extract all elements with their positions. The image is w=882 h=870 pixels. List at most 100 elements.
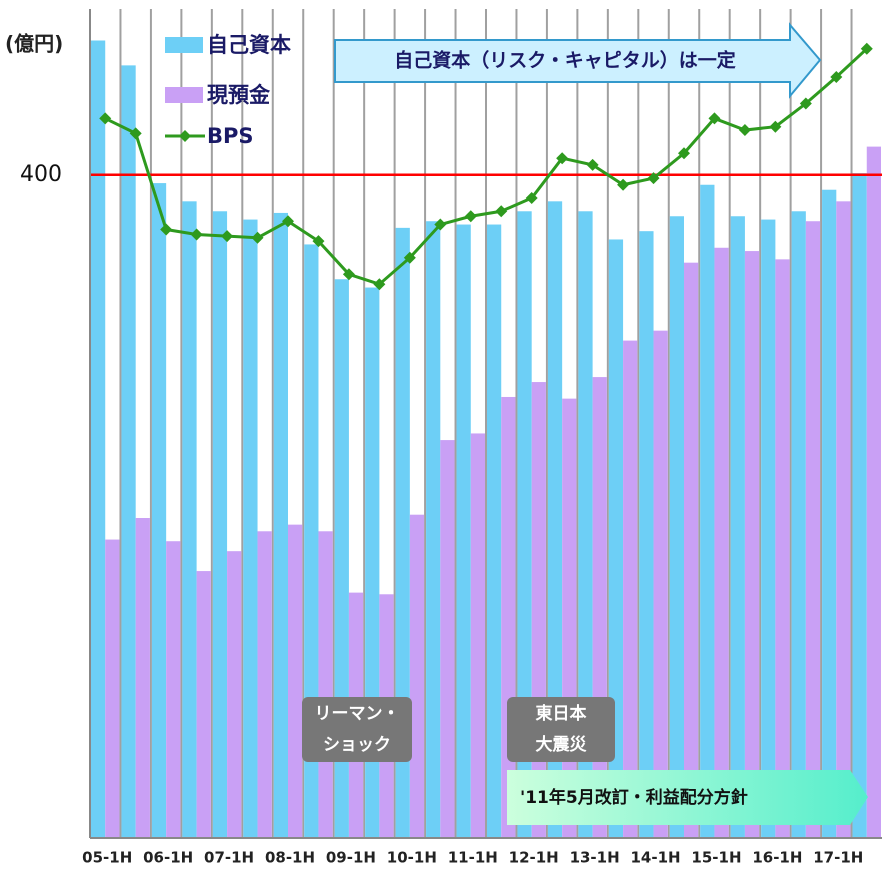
legend-swatch (165, 87, 203, 103)
bar (775, 259, 790, 838)
marker (678, 147, 690, 160)
marker (830, 70, 843, 83)
marker (129, 127, 142, 140)
x-tick-label: 13-1H (570, 849, 620, 867)
bar (836, 201, 851, 838)
marker (190, 228, 203, 241)
bar (182, 201, 197, 838)
marker (586, 158, 599, 171)
bar (669, 216, 684, 838)
bar (700, 184, 715, 839)
bar (639, 231, 654, 838)
bar (151, 183, 167, 839)
marker (556, 152, 569, 165)
bar (852, 173, 867, 839)
marker (251, 231, 264, 244)
marker (495, 205, 508, 218)
marker (799, 97, 812, 110)
bar (470, 433, 485, 838)
x-tick-label: 15-1H (691, 849, 741, 867)
annotations: 自己資本（リスク・キャピタル）は一定 リーマン・ ショック 東日本 大震災 '1… (302, 22, 868, 825)
bar (409, 514, 425, 838)
arrow-box (507, 770, 868, 825)
bar (684, 262, 699, 838)
annotation: 大震災 (536, 734, 588, 755)
x-tick-label: 17-1H (813, 849, 863, 867)
bar (426, 221, 441, 838)
bar (487, 224, 502, 839)
marker (617, 178, 630, 191)
x-tick-label: 11-1H (448, 849, 498, 867)
x-tick-label: 05-1H (82, 849, 132, 867)
bar (653, 330, 668, 838)
annotation-box (302, 697, 412, 762)
marker (738, 124, 751, 137)
bar (440, 440, 455, 838)
legend-label: BPS (207, 124, 254, 148)
annotation: リーマン・ (315, 704, 400, 724)
bar (257, 531, 272, 838)
marker (282, 215, 294, 228)
bar (196, 571, 211, 838)
bar (517, 211, 532, 838)
marker (434, 218, 447, 231)
marker (860, 42, 873, 55)
marker (342, 268, 355, 281)
bar (866, 146, 881, 838)
marker (312, 235, 325, 248)
x-tick-label: 08-1H (265, 849, 315, 867)
x-tick-label: 12-1H (509, 849, 559, 867)
marker (99, 112, 112, 125)
x-tick-label: 10-1H (387, 849, 437, 867)
annotation: '11年5月改訂・利益配分方針 (520, 787, 748, 808)
legend-label: 自己資本 (207, 33, 291, 57)
marker (708, 112, 721, 125)
bar (623, 340, 638, 838)
bar (273, 212, 288, 838)
x-tick-label: 06-1H (143, 849, 193, 867)
bar (243, 219, 258, 839)
bar (822, 189, 837, 839)
y-tick-label: 400 (20, 162, 62, 187)
marker (647, 172, 660, 185)
bar (91, 40, 106, 838)
marker (373, 278, 386, 291)
bar (805, 221, 821, 838)
bar (318, 531, 333, 838)
x-tick-label: 16-1H (752, 849, 802, 867)
bar (791, 211, 806, 838)
annotation: 東日本 (536, 703, 587, 724)
bar (714, 247, 729, 838)
x-tick-label: 09-1H (326, 849, 376, 867)
bar (730, 216, 745, 838)
bar (395, 227, 410, 838)
bar (578, 211, 593, 838)
annotation-box (507, 697, 615, 762)
marker (769, 120, 782, 133)
marker (221, 230, 234, 243)
marker (525, 192, 538, 205)
bar (105, 539, 120, 838)
annotation: 自己資本（リスク・キャピタル）は一定 (394, 49, 736, 72)
bar (608, 239, 624, 838)
bar (547, 201, 563, 838)
bar (288, 524, 303, 838)
bar (592, 377, 607, 838)
y-unit: (億円) (5, 32, 63, 56)
bar (212, 211, 228, 838)
arrow-box (334, 22, 822, 99)
bar (304, 244, 319, 838)
x-tick-label: 07-1H (204, 849, 254, 867)
legend-swatch (165, 37, 203, 53)
marker (160, 223, 173, 236)
legend-label: 現預金 (207, 83, 271, 107)
bar (121, 65, 136, 838)
bar (456, 224, 471, 839)
marker (464, 210, 477, 223)
annotation: ショック (323, 735, 391, 755)
bar (744, 251, 760, 838)
legend-swatch (179, 130, 191, 142)
bar (761, 219, 776, 839)
bar (166, 541, 181, 838)
